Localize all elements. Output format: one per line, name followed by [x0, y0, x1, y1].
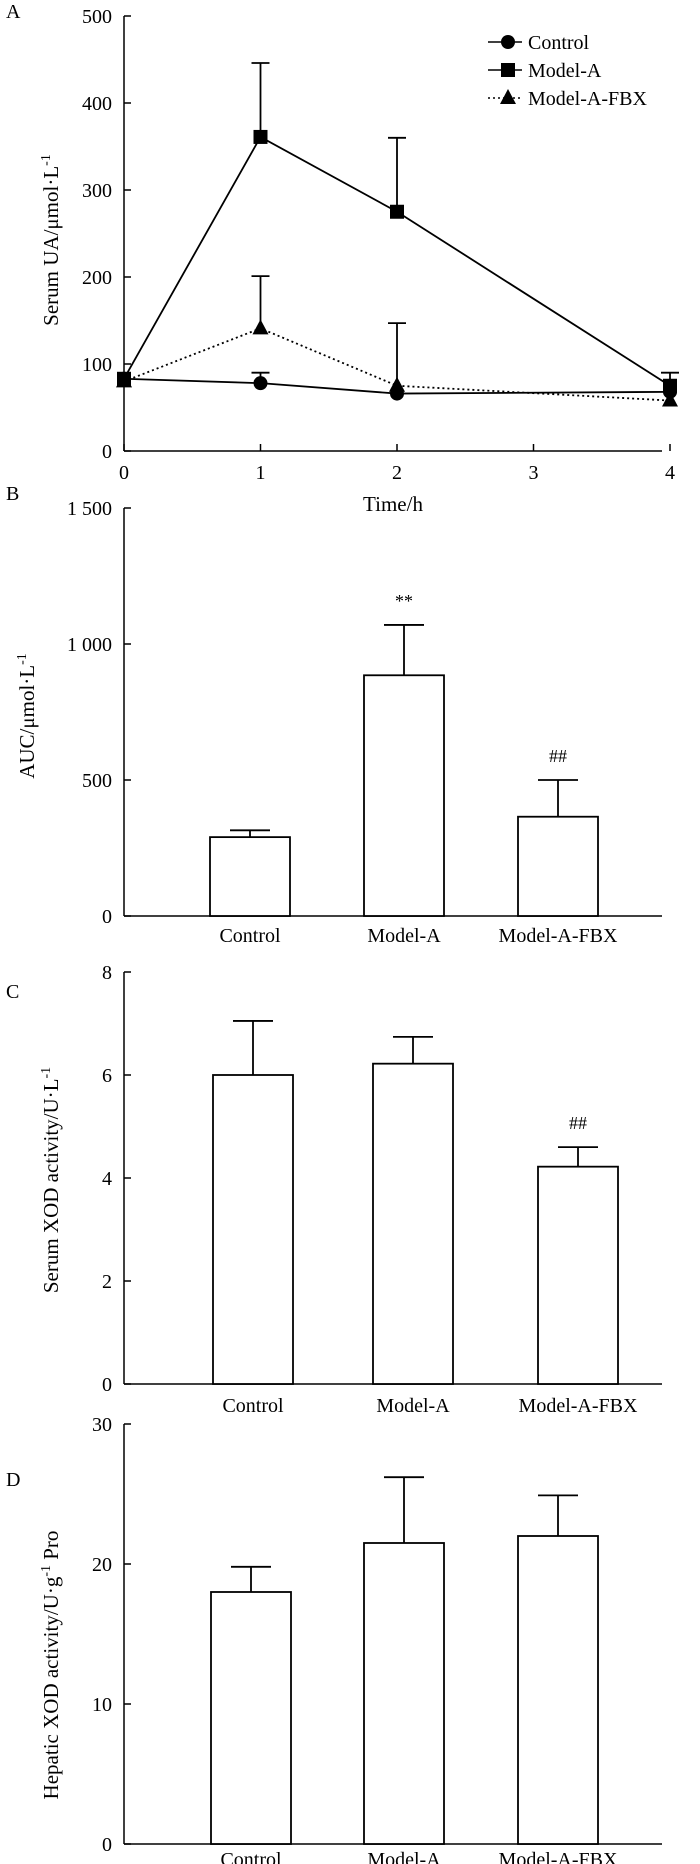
y-axis-label-d: Hepatic XOD activity/U·g-1 Pro — [39, 1531, 63, 1800]
series-model-a-fbx — [116, 275, 678, 407]
y-axis-label-superscript: -1 — [15, 653, 30, 665]
y-tick-label: 4 — [102, 1168, 112, 1190]
y-tick-label: 0 — [102, 1374, 112, 1396]
bar-model-a — [372, 1062, 454, 1385]
chart-panel-a: A 0 100 200 300 400 500 0 1 2 3 4 Control Model-A Mo… — [6, 1, 679, 516]
y-tick-label: 0 — [102, 906, 112, 928]
legend-marker — [500, 89, 516, 104]
significance-mark: ## — [549, 746, 567, 766]
legend-a: Control Model-A Model-A-FBX — [488, 32, 647, 110]
panel-label-a: A — [6, 1, 21, 23]
chart-panel-c: C 0 2 4 6 8 Control Model-A Model-A-FBX ## Seru… — [6, 962, 662, 1417]
data-point — [390, 204, 404, 219]
x-tick-label: 0 — [119, 462, 129, 484]
x-category-label: Model-A — [376, 1395, 450, 1417]
bar-model-a-fbx — [537, 1165, 619, 1385]
y-tick-label: 10 — [92, 1694, 112, 1716]
bar-control — [209, 836, 291, 917]
y-axis-label-text: AUC/μmol·L — [15, 665, 39, 779]
y-axis-label-c: Serum XOD activity/U·L-1 — [39, 1067, 63, 1293]
data-point — [663, 378, 677, 393]
legend-label: Control — [528, 32, 590, 54]
axes-a: 0 100 200 300 400 500 0 1 2 3 4 — [82, 6, 675, 484]
chart-panel-d: D 0 10 20 30 Control Model-A Model-A-FBX Hepa… — [6, 1414, 662, 1864]
x-category-label: Model-A-FBX — [519, 1395, 638, 1417]
y-tick-label: 30 — [92, 1414, 112, 1436]
y-axis-label-superscript: -1 — [39, 1565, 54, 1577]
bars-c: Control Model-A Model-A-FBX ## — [212, 1020, 638, 1417]
y-axis-label-a: Serum UA/μmol·L-1 — [39, 154, 63, 326]
bar-control — [210, 1591, 292, 1845]
chart-panel-b: B 0 500 1 000 1 500 Control Model-A ** Model-A… — [6, 483, 662, 947]
panel-label-d: D — [6, 1469, 20, 1491]
y-tick-label: 1 500 — [67, 498, 112, 520]
x-category-label: Model-A-FBX — [499, 1849, 618, 1864]
panel-label-b: B — [6, 483, 19, 505]
y-tick-label: 500 — [82, 770, 112, 792]
x-category-label: Model-A — [367, 925, 441, 947]
y-tick-label: 8 — [102, 962, 112, 984]
data-point — [389, 376, 405, 392]
data-point — [252, 319, 269, 335]
bar-model-a-fbx — [517, 815, 599, 917]
bar-control — [212, 1074, 294, 1385]
bar-model-a-fbx — [517, 1535, 599, 1845]
y-tick-label: 0 — [102, 441, 112, 463]
significance-mark: ## — [569, 1113, 587, 1133]
y-tick-label: 20 — [92, 1554, 112, 1576]
x-tick-label: 2 — [392, 462, 402, 484]
y-tick-label: 100 — [82, 354, 112, 376]
bars-d: Control Model-A Model-A-FBX — [210, 1476, 618, 1864]
y-axis-label-b: AUC/μmol·L-1 — [15, 653, 39, 779]
x-tick-label: 3 — [529, 462, 539, 484]
data-point — [116, 372, 132, 388]
y-tick-label: 0 — [102, 1834, 112, 1856]
y-axis-label-text: Serum XOD activity/U·L — [39, 1079, 63, 1294]
series-line — [123, 327, 671, 402]
legend-marker — [501, 35, 515, 49]
legend-label: Model-A-FBX — [528, 88, 647, 110]
x-category-label: Model-A-FBX — [499, 925, 618, 947]
x-category-label: Control — [219, 925, 281, 947]
x-category-label: Model-A — [367, 1849, 441, 1864]
significance-mark: ** — [395, 591, 413, 611]
bar-model-a — [363, 1542, 445, 1845]
y-tick-label: 200 — [82, 267, 112, 289]
series-line — [123, 135, 671, 387]
x-tick-label: 1 — [256, 462, 266, 484]
x-category-label: Control — [220, 1849, 282, 1864]
series-model-a — [117, 62, 679, 393]
x-category-label: Control — [222, 1395, 284, 1417]
y-tick-label: 500 — [82, 6, 112, 28]
x-axis-label-a: Time/h — [363, 492, 423, 516]
y-axis-label-text: Serum UA/μmol·L — [39, 166, 63, 326]
bars-b: Control Model-A ** Model-A-FBX ## — [209, 591, 618, 947]
series-a — [116, 62, 679, 407]
y-tick-label: 1 000 — [67, 634, 112, 656]
y-axis-label-superscript: -1 — [39, 1067, 54, 1079]
y-tick-label: 400 — [82, 93, 112, 115]
y-tick-label: 300 — [82, 180, 112, 202]
bar-model-a — [363, 674, 445, 917]
y-axis-label-text: Hepatic XOD activity/U·g — [39, 1576, 63, 1799]
y-tick-label: 2 — [102, 1271, 112, 1293]
legend-marker — [501, 63, 515, 77]
x-tick-label: 4 — [665, 462, 675, 484]
data-point — [253, 376, 268, 391]
panel-label-c: C — [6, 981, 19, 1003]
y-axis-label-tail: Pro — [39, 1531, 63, 1565]
y-axis-label-superscript: -1 — [39, 154, 54, 166]
data-point — [253, 129, 268, 144]
data-point — [662, 391, 678, 407]
legend-label: Model-A — [528, 60, 602, 82]
y-tick-label: 6 — [102, 1065, 112, 1087]
